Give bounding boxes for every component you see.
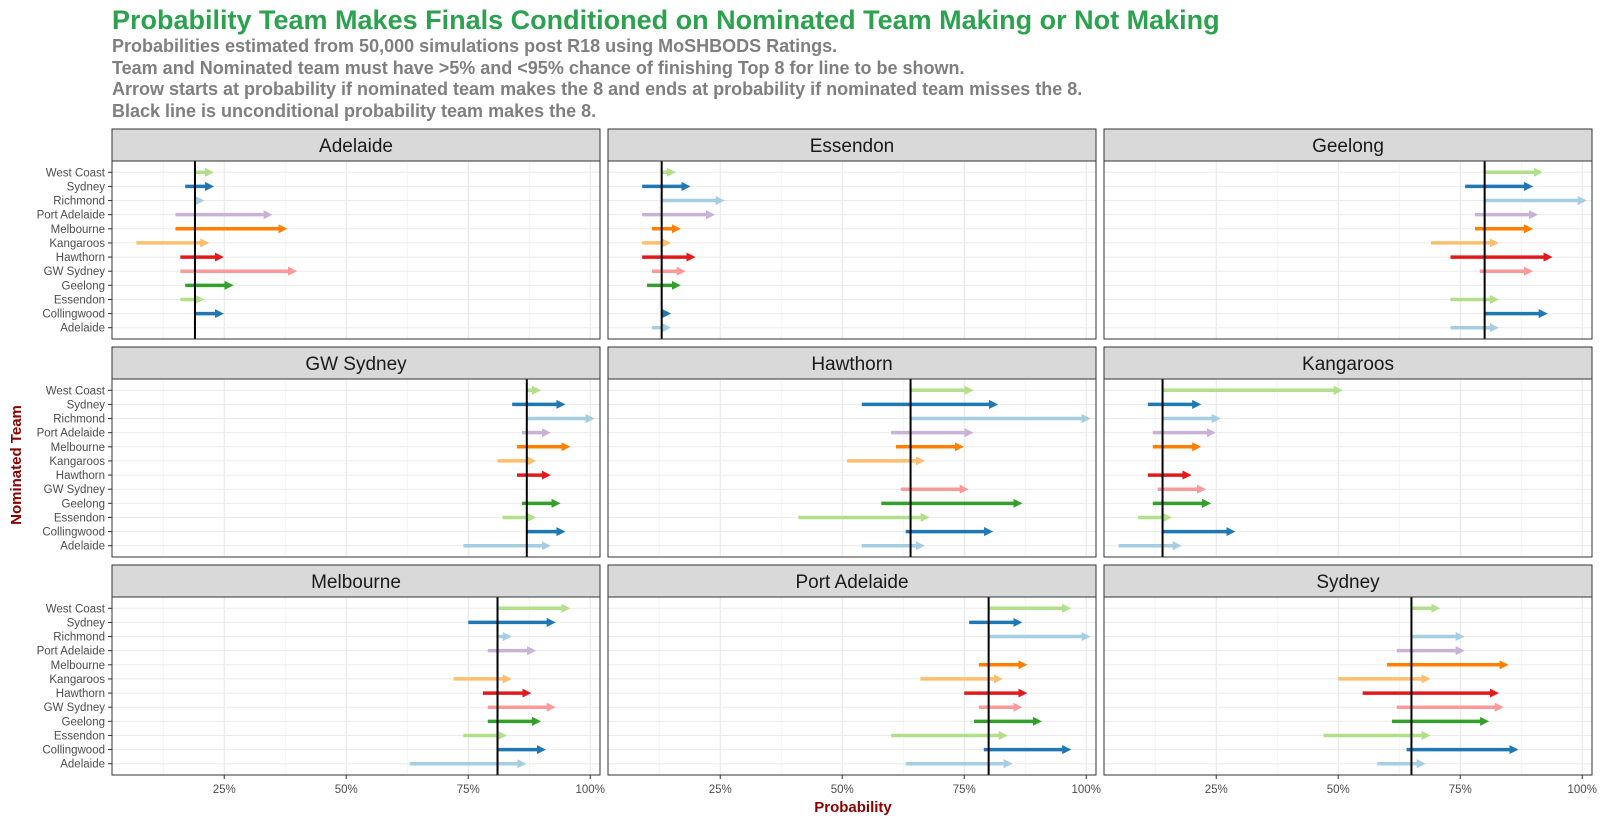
y-tick-label: Essendon bbox=[54, 294, 105, 306]
facet-label-adelaide: Adelaide bbox=[319, 136, 393, 157]
panel-background bbox=[1104, 597, 1592, 775]
facet-label-hawthorn: Hawthorn bbox=[811, 354, 892, 375]
chart-subtitle-line-1: Probabilities estimated from 50,000 simu… bbox=[112, 36, 838, 56]
facet-port-adelaide: Port Adelaide 25% 50% 75% 100% bbox=[607, 564, 1101, 796]
x-tick-label: 25% bbox=[709, 784, 732, 796]
y-tick-label: Kangaroos bbox=[49, 456, 105, 468]
y-tick-label: GW Sydney bbox=[44, 484, 106, 496]
facet-label-port-adelaide: Port Adelaide bbox=[795, 572, 908, 593]
y-tick-label: Essendon bbox=[54, 730, 105, 742]
y-tick-label: Adelaide bbox=[60, 323, 105, 335]
chart-header: Probability Team Makes Finals Conditione… bbox=[112, 4, 1592, 122]
x-tick-label: 50% bbox=[831, 784, 854, 796]
x-tick-label: 50% bbox=[1327, 784, 1350, 796]
facet-strip-kangaroos bbox=[1103, 346, 1593, 380]
panel-border bbox=[111, 596, 601, 776]
panel-border bbox=[607, 160, 1097, 340]
y-tick-label: Hawthorn bbox=[56, 688, 105, 700]
y-tick-label: Hawthorn bbox=[56, 252, 105, 264]
facet-label-sydney: Sydney bbox=[1316, 572, 1380, 593]
facet-label-geelong: Geelong bbox=[1312, 136, 1384, 157]
y-tick-label: Hawthorn bbox=[56, 470, 105, 482]
facet-label-kangaroos: Kangaroos bbox=[1302, 354, 1394, 375]
y-tick-label: Richmond bbox=[53, 414, 105, 426]
y-tick-label: Adelaide bbox=[60, 759, 105, 771]
y-tick-label: Melbourne bbox=[51, 442, 105, 454]
y-tick-label: Port Adelaide bbox=[37, 210, 105, 222]
x-tick-label: 25% bbox=[1205, 784, 1228, 796]
panel-border bbox=[607, 378, 1097, 558]
facet-label-gw-sydney: GW Sydney bbox=[305, 354, 407, 375]
facet-adelaide: Adelaide West Coast Sydney Richmond Port Ade… bbox=[37, 128, 601, 340]
chart-subtitle-line-4: Black line is unconditional probability … bbox=[112, 100, 597, 121]
y-tick-label: GW Sydney bbox=[44, 702, 106, 714]
y-tick-label: Kangaroos bbox=[49, 238, 105, 250]
panel-background bbox=[112, 161, 600, 339]
y-tick-label: GW Sydney bbox=[44, 266, 106, 278]
chart-subtitle-line-2: Team and Nominated team must have >5% an… bbox=[112, 57, 965, 78]
x-tick-label: 25% bbox=[213, 784, 236, 796]
y-tick-label: Sydney bbox=[67, 399, 106, 411]
y-tick-label: Essendon bbox=[54, 512, 105, 524]
facet-melbourne: Melbourne West Coast Sydney Richmond Port Ad… bbox=[37, 564, 605, 796]
facet-label-essendon: Essendon bbox=[810, 136, 895, 157]
panel-background bbox=[1104, 379, 1592, 557]
facet-strip-hawthorn bbox=[607, 346, 1097, 380]
y-tick-label: Geelong bbox=[62, 498, 105, 510]
facet-gw-sydney: GW Sydney West Coast Sydney Richmond Port Ad… bbox=[37, 346, 601, 558]
facet-sydney: Sydney 25% 50% 75% 100% bbox=[1103, 564, 1597, 796]
y-tick-label: West Coast bbox=[46, 385, 106, 397]
panel-border bbox=[607, 596, 1097, 776]
panel-border bbox=[111, 160, 601, 340]
panel-border bbox=[1103, 378, 1593, 558]
facet-strip-melbourne bbox=[111, 564, 601, 598]
x-tick-label: 100% bbox=[576, 784, 605, 796]
y-axis-title: Nominated Team bbox=[8, 405, 25, 525]
facet-hawthorn: Hawthorn bbox=[607, 346, 1097, 558]
x-tick-label: 75% bbox=[953, 784, 976, 796]
x-tick-label: 100% bbox=[1072, 784, 1101, 796]
facet-strip-essendon bbox=[607, 128, 1097, 162]
facet-kangaroos: Kangaroos bbox=[1103, 346, 1593, 558]
panel-background bbox=[112, 379, 600, 557]
x-tick-label: 75% bbox=[457, 784, 480, 796]
panel-border bbox=[1103, 596, 1593, 776]
y-tick-label: Sydney bbox=[67, 181, 106, 193]
y-tick-label: Port Adelaide bbox=[37, 646, 105, 658]
x-axis-title: Probability bbox=[814, 799, 892, 816]
x-tick-label: 75% bbox=[1449, 784, 1472, 796]
y-tick-label: Richmond bbox=[53, 632, 105, 644]
panel-background bbox=[1104, 161, 1592, 339]
x-tick-label: 50% bbox=[335, 784, 358, 796]
facet-label-melbourne: Melbourne bbox=[311, 572, 401, 593]
panel-background bbox=[608, 379, 1096, 557]
y-tick-label: West Coast bbox=[46, 603, 106, 615]
y-tick-label: Richmond bbox=[53, 196, 105, 208]
y-tick-label: Collingwood bbox=[42, 309, 105, 321]
panel-background bbox=[112, 597, 600, 775]
facet-essendon: Essendon bbox=[607, 128, 1097, 340]
panel-border bbox=[1103, 160, 1593, 340]
y-tick-label: Sydney bbox=[67, 617, 106, 629]
y-tick-label: Collingwood bbox=[42, 745, 105, 757]
y-tick-label: Kangaroos bbox=[49, 674, 105, 686]
y-tick-label: Melbourne bbox=[51, 660, 105, 672]
facet-geelong: Geelong bbox=[1103, 128, 1593, 340]
chart-title: Probability Team Makes Finals Conditione… bbox=[112, 5, 1220, 35]
y-tick-label: Adelaide bbox=[60, 541, 105, 553]
facet-strip-geelong bbox=[1103, 128, 1593, 162]
facet-strip-sydney bbox=[1103, 564, 1593, 598]
x-tick-label: 100% bbox=[1568, 784, 1597, 796]
y-tick-label: Geelong bbox=[62, 280, 105, 292]
y-tick-label: West Coast bbox=[46, 167, 106, 179]
y-tick-label: Port Adelaide bbox=[37, 428, 105, 440]
y-tick-label: Melbourne bbox=[51, 224, 105, 236]
y-tick-label: Collingwood bbox=[42, 527, 105, 539]
y-tick-label: Geelong bbox=[62, 716, 105, 728]
panel-border bbox=[111, 378, 601, 558]
chart-subtitle-line-3: Arrow starts at probability if nominated… bbox=[112, 79, 1083, 99]
